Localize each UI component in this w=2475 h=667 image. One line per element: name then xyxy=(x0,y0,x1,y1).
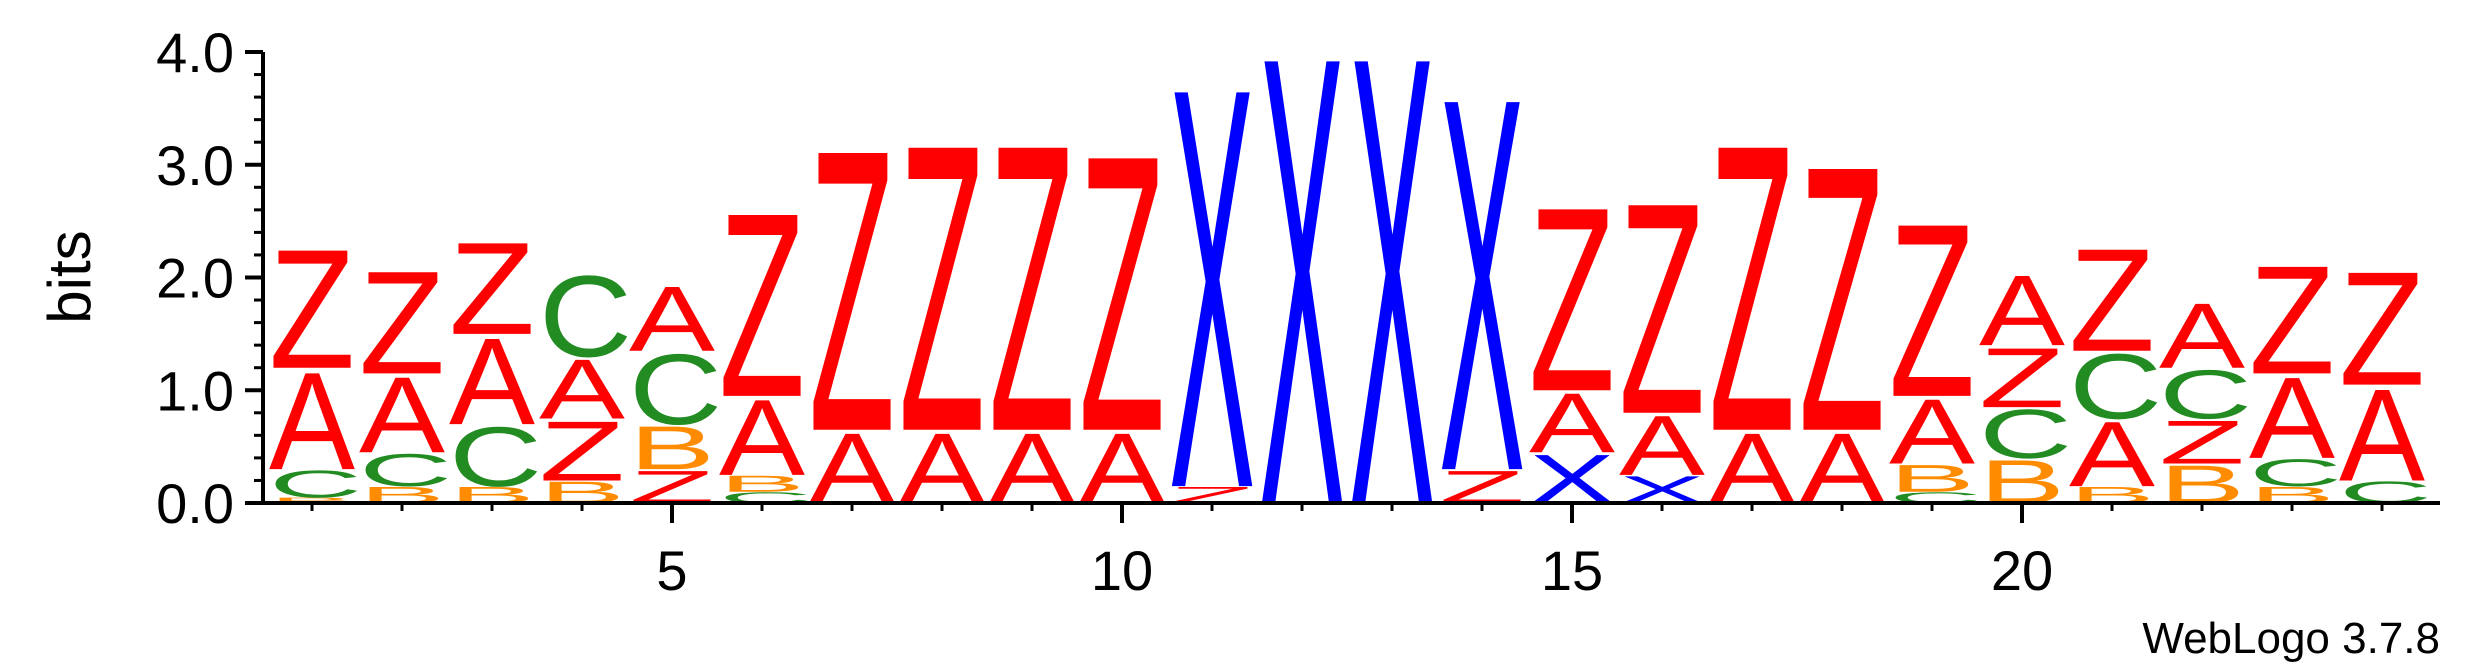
glyph-20-Z: Z xyxy=(1979,330,2065,425)
glyph-18-Z: Z xyxy=(1799,86,1885,510)
glyph-19-A: A xyxy=(1889,379,1975,483)
glyph-10-Z: Z xyxy=(1079,73,1165,514)
glyph-3-A: A xyxy=(449,312,536,450)
glyph-1-A: A xyxy=(269,345,355,500)
x-tick-label: 20 xyxy=(1991,539,2053,602)
glyph-23-A: A xyxy=(2249,353,2335,483)
x-tick-label: 5 xyxy=(656,539,687,602)
x-tick-label: 15 xyxy=(1541,539,1603,602)
glyph-14-X: X xyxy=(1439,0,1525,583)
stack-18: AZ xyxy=(1799,86,1885,524)
glyph-12-X: X xyxy=(1259,0,1345,640)
y-tick-label: 0.0 xyxy=(156,472,234,535)
stack-24: CAZ xyxy=(2339,238,2432,509)
y-tick-label: 4.0 xyxy=(156,21,234,84)
glyph-5-B: B xyxy=(629,414,715,483)
x-ticks: 5 10 15 20 xyxy=(310,503,2384,602)
x-tick-label: 10 xyxy=(1091,539,1153,602)
glyph-17-Z: Z xyxy=(1709,59,1795,516)
stack-17: AZ xyxy=(1709,59,1795,525)
glyph-2-Z: Z xyxy=(359,242,445,405)
stack-15: XAZ xyxy=(1529,152,1615,518)
stack-14: ZX xyxy=(1439,0,1525,583)
glyph-22-Z: Z xyxy=(2159,408,2245,477)
glyph-11-X: X xyxy=(1169,0,1255,607)
glyph-2-A: A xyxy=(359,355,446,476)
glyph-5-C: C xyxy=(629,334,722,446)
glyph-22-C: C xyxy=(2159,355,2252,433)
stack-11: ZX xyxy=(1169,0,1255,607)
glyph-6-Z: Z xyxy=(719,158,805,452)
glyph-6-A: A xyxy=(719,378,806,499)
glyph-16-Z: Z xyxy=(1619,140,1705,477)
stack-12: X xyxy=(1259,0,1345,640)
glyph-21-Z: Z xyxy=(2069,219,2155,382)
glyph-19-B: B xyxy=(1889,457,1975,500)
glyph-20-A: A xyxy=(1979,255,2065,367)
stack-13: X xyxy=(1349,0,1435,640)
weblogo-version-label: WebLogo 3.7.8 xyxy=(2142,614,2440,663)
y-tick-label: 2.0 xyxy=(156,247,234,310)
glyph-4-A: A xyxy=(539,342,625,437)
y-tick-label: 1.0 xyxy=(156,359,234,422)
glyph-8-Z: Z xyxy=(899,59,985,516)
glyph-9-Z: Z xyxy=(989,59,1075,516)
glyph-16-A: A xyxy=(1619,398,1705,493)
glyph-3-C: C xyxy=(449,410,542,505)
glyph-15-Z: Z xyxy=(1529,152,1615,446)
stack-7: AZ xyxy=(809,65,895,524)
glyph-1-C: C xyxy=(269,463,362,506)
glyph-6-B: B xyxy=(719,471,805,497)
glyph-20-C: C xyxy=(1979,395,2072,473)
glyph-5-A: A xyxy=(629,267,715,371)
stack-10: AZ xyxy=(1079,73,1165,525)
glyph-3-Z: Z xyxy=(449,215,535,362)
glyph-23-C: C xyxy=(2249,452,2342,495)
stack-9: AZ xyxy=(989,59,1075,525)
glyph-19-Z: Z xyxy=(1889,172,1975,449)
axes: 0.0 1.0 2.0 3.0 4.0 5 10 15 20 xyxy=(156,21,2440,602)
glyph-1-B: B xyxy=(269,496,355,505)
glyph-1-Z: Z xyxy=(269,215,355,405)
glyph-23-Z: Z xyxy=(2249,234,2335,407)
glyph-13-X: X xyxy=(1349,0,1435,640)
glyph-24-A: A xyxy=(2339,361,2425,508)
glyph-21-A: A xyxy=(2069,402,2155,506)
glyph-22-A: A xyxy=(2159,283,2245,387)
glyph-15-A: A xyxy=(1529,376,1615,471)
stack-8: AZ xyxy=(899,59,985,525)
glyph-24-Z: Z xyxy=(2339,238,2425,420)
glyph-4-Z: Z xyxy=(539,404,625,499)
glyph-7-Z: Z xyxy=(809,65,895,515)
y-tick-label: 3.0 xyxy=(156,134,234,197)
glyph-2-C: C xyxy=(359,444,452,496)
glyph-21-C: C xyxy=(2069,334,2162,438)
glyph-4-C: C xyxy=(539,251,632,381)
y-ticks: 0.0 1.0 2.0 3.0 4.0 xyxy=(156,21,263,535)
y-axis-label: bits xyxy=(36,230,103,323)
stack-16: XAZ xyxy=(1619,140,1705,512)
